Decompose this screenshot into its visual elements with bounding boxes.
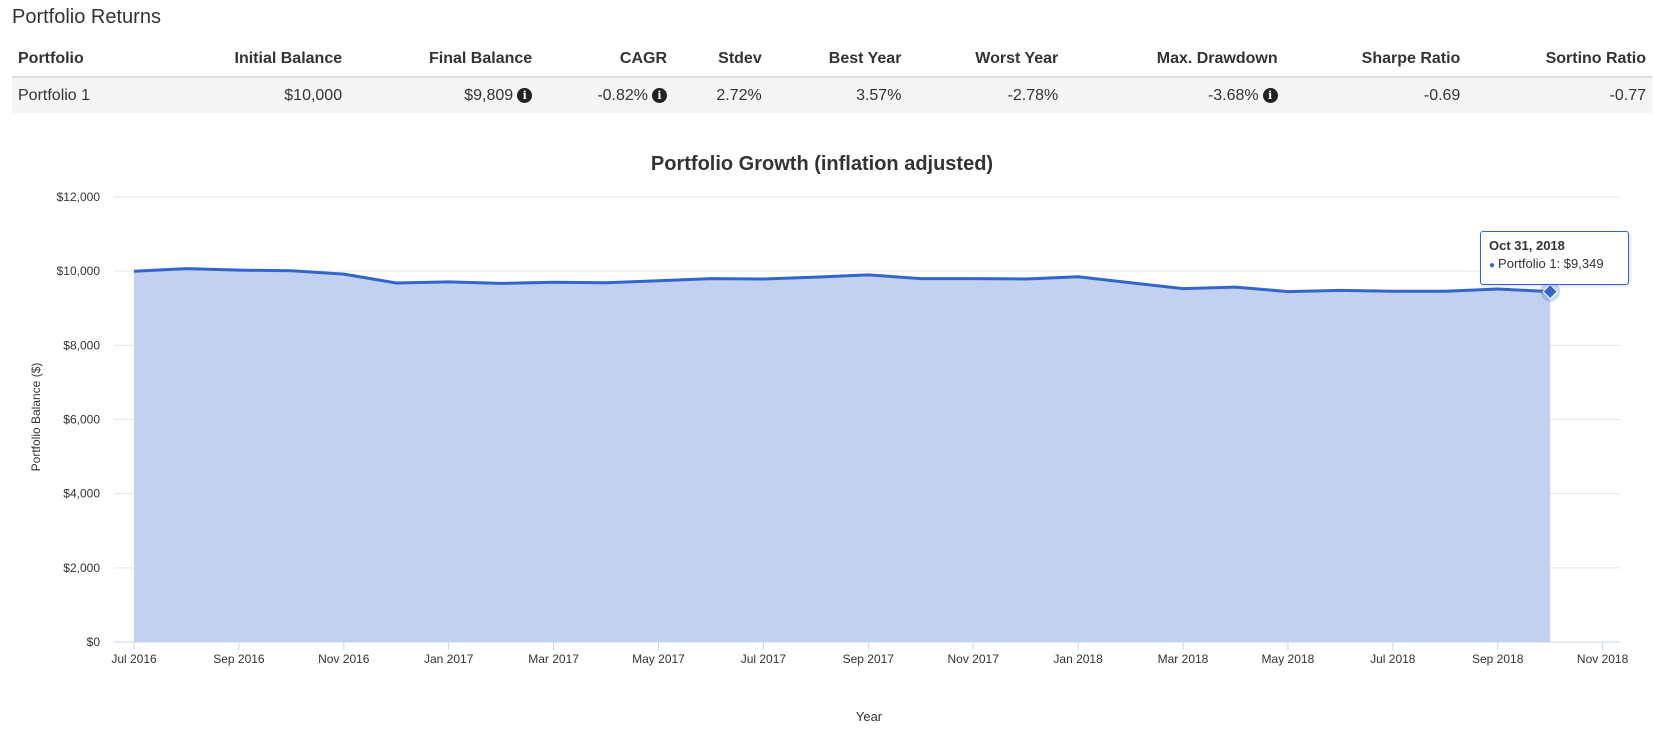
y-tick-label: $12,000 — [57, 190, 101, 204]
chart-title: Portfolio Growth (inflation adjusted) — [651, 153, 993, 175]
x-axis-label: Year — [856, 709, 883, 724]
table-row: Portfolio 1 $10,000 $9,809 i -0.82% i 2.72… — [12, 77, 1652, 113]
series-dot-icon: ● — [1489, 260, 1496, 271]
x-tick-label: Jul 2018 — [1370, 652, 1416, 666]
col-header-stdev[interactable]: Stdev — [673, 44, 768, 78]
y-tick-label: $8,000 — [63, 338, 100, 352]
series-area-fill — [134, 268, 1551, 642]
x-tick-label: Sep 2016 — [213, 652, 265, 666]
info-circle-icon[interactable]: i — [652, 88, 668, 103]
y-tick-label: $10,000 — [57, 264, 101, 278]
x-tick-label: Nov 2018 — [1577, 652, 1629, 666]
tooltip-value: Portfolio 1: $9,349 — [1498, 256, 1604, 271]
x-tick-label: Nov 2017 — [948, 652, 1000, 666]
col-header-worst-year[interactable]: Worst Year — [907, 44, 1065, 78]
y-tick-label: $2,000 — [63, 561, 100, 575]
cell-sharpe-ratio: -0.69 — [1283, 77, 1467, 113]
x-tick-label: Nov 2016 — [318, 652, 370, 666]
x-tick-label: May 2018 — [1262, 652, 1315, 666]
x-tick-label: Jul 2016 — [111, 652, 157, 666]
table-header-row: Portfolio Initial Balance Final Balance … — [12, 44, 1652, 78]
cell-final-balance: $9,809 i — [348, 77, 539, 113]
chart-tooltip: Oct 31, 2018 ● Portfolio 1: $9,349 — [1480, 231, 1629, 285]
x-tick-label: Mar 2018 — [1158, 652, 1209, 666]
col-header-sortino-ratio[interactable]: Sortino Ratio — [1466, 44, 1652, 78]
cell-portfolio: Portfolio 1 — [12, 77, 151, 113]
x-tick-label: Jul 2017 — [741, 652, 787, 666]
y-tick-label: $0 — [87, 635, 101, 649]
cell-sortino-ratio: -0.77 — [1466, 77, 1652, 113]
y-axis-ticks: $0 $2,000 $4,000 $6,000 $8,000 $10,000 $12,000 — [57, 190, 101, 649]
col-header-best-year[interactable]: Best Year — [767, 44, 908, 78]
portfolio-growth-chart[interactable]: Portfolio Growth (inflation adjusted) $0… — [0, 140, 1654, 731]
cell-max-drawdown: -3.68% i — [1064, 77, 1284, 113]
x-tick-label: Jan 2017 — [424, 652, 474, 666]
col-header-portfolio[interactable]: Portfolio — [12, 44, 151, 78]
cell-worst-year: -2.78% — [907, 77, 1065, 113]
col-header-max-drawdown[interactable]: Max. Drawdown — [1064, 44, 1284, 78]
page-title: Portfolio Returns — [12, 6, 161, 28]
col-header-final-balance[interactable]: Final Balance — [348, 44, 539, 78]
returns-table: Portfolio Initial Balance Final Balance … — [12, 44, 1652, 113]
series-area — [133, 267, 1561, 642]
x-tick-label: Sep 2018 — [1472, 652, 1524, 666]
cell-best-year: 3.57% — [767, 77, 908, 113]
y-tick-label: $4,000 — [63, 487, 100, 501]
max-drawdown-value: -3.68% — [1207, 87, 1259, 104]
y-tick-label: $6,000 — [63, 413, 100, 427]
info-circle-icon[interactable]: i — [517, 88, 533, 103]
x-tick-label: Sep 2017 — [843, 652, 895, 666]
highlight-point-marker[interactable] — [1542, 283, 1558, 300]
x-tick-label: May 2017 — [632, 652, 685, 666]
cell-initial-balance: $10,000 — [150, 77, 349, 113]
cell-cagr: -0.82% i — [538, 77, 674, 113]
x-tick-label: Mar 2017 — [528, 652, 579, 666]
info-circle-icon[interactable]: i — [1262, 88, 1278, 103]
col-header-cagr[interactable]: CAGR — [538, 44, 674, 78]
col-header-initial-balance[interactable]: Initial Balance — [150, 44, 349, 78]
tooltip-row: ● Portfolio 1: $9,349 — [1489, 256, 1620, 271]
cagr-value: -0.82% — [597, 87, 649, 104]
y-axis-label: Portfolio Balance ($) — [29, 363, 43, 472]
series-line[interactable] — [133, 267, 1551, 294]
final-balance-value: $9,809 — [464, 87, 514, 104]
cell-stdev: 2.72% — [673, 77, 768, 113]
x-axis-ticks: Jul 2016 Sep 2016 Nov 2016 Jan 2017 Mar 2017… — [111, 642, 1629, 666]
x-tick-label: Jan 2018 — [1053, 652, 1103, 666]
col-header-sharpe-ratio[interactable]: Sharpe Ratio — [1283, 44, 1467, 78]
tooltip-date: Oct 31, 2018 — [1489, 238, 1565, 253]
